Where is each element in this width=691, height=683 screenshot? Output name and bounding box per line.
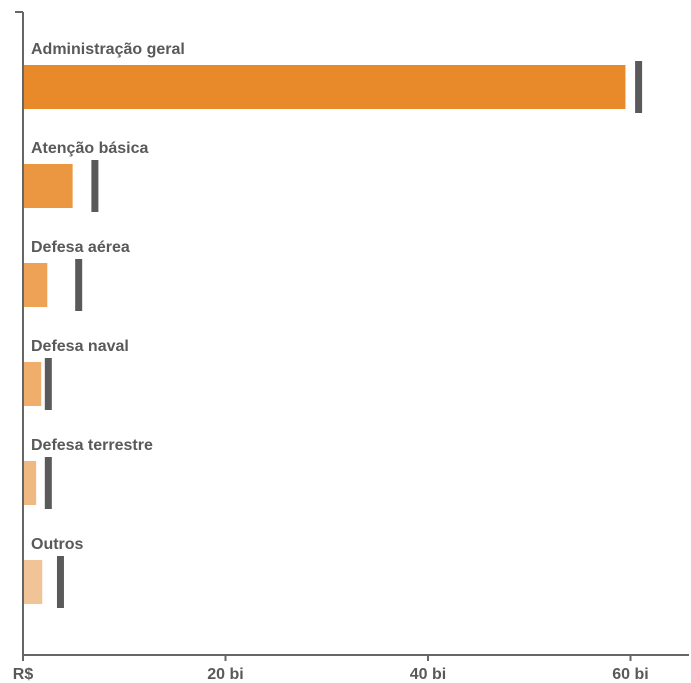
target-marker <box>635 61 643 113</box>
bar <box>23 461 37 505</box>
bar <box>23 362 42 406</box>
chart-marks: Administração geral Atenção básica Defesa … <box>23 41 643 608</box>
target-marker <box>44 358 52 410</box>
bar <box>23 65 626 109</box>
chart-axes: R$ 20 bi 40 bi 60 bi <box>13 11 689 683</box>
category-label: Defesa naval <box>31 338 129 355</box>
target-marker <box>44 457 52 509</box>
x-tick-label: 40 bi <box>410 666 446 683</box>
bar <box>23 164 73 208</box>
target-marker <box>75 259 83 311</box>
category-label: Defesa aérea <box>31 239 130 256</box>
category-label: Administração geral <box>31 41 185 58</box>
target-marker <box>56 556 64 608</box>
target-marker <box>91 160 99 212</box>
x-tick-label: R$ <box>13 666 34 683</box>
bar <box>23 263 48 307</box>
category-label: Outros <box>31 536 84 553</box>
x-tick-label: 60 bi <box>612 666 648 683</box>
bar <box>23 560 43 604</box>
x-tick-label: 20 bi <box>207 666 243 683</box>
category-label: Defesa terrestre <box>31 437 153 454</box>
category-label: Atenção básica <box>31 140 148 157</box>
